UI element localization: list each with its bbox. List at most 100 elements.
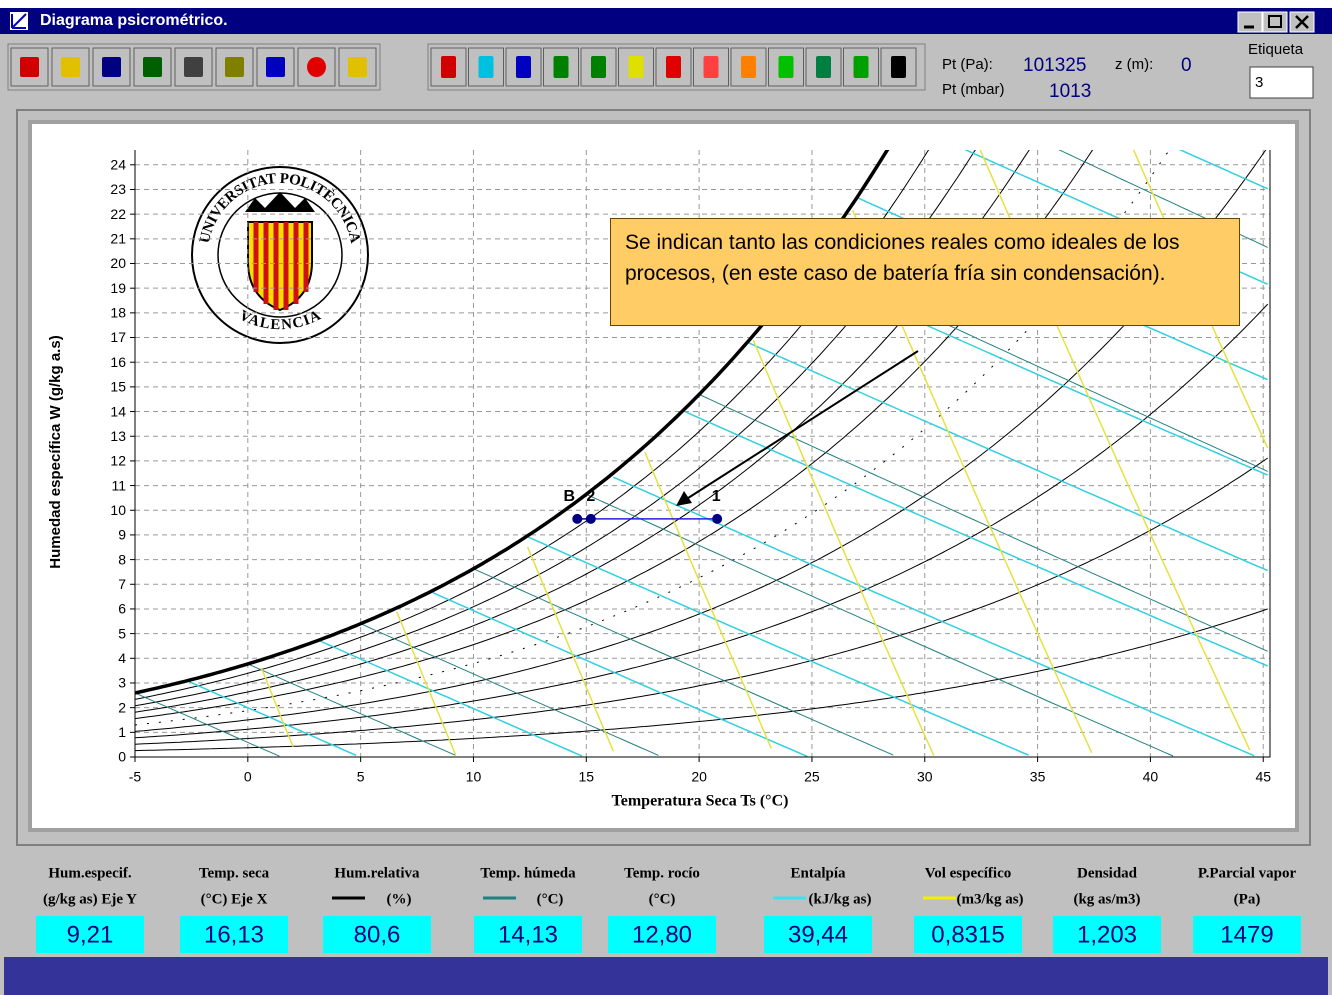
pt-mbar-label: Pt (mbar) — [942, 81, 1005, 98]
etiqueta-input[interactable] — [1249, 66, 1314, 99]
readout-unit: (kJ/kg as) — [809, 891, 872, 907]
readout-value: 12,80 — [632, 921, 692, 948]
enthalpy-line — [748, 342, 1269, 572]
x-axis-label: Temperatura Seca Ts (°C) — [612, 793, 789, 810]
rh-curve — [135, 150, 976, 707]
readout-name: Entalpía — [790, 865, 846, 881]
toolbar-icon — [703, 56, 719, 78]
y-tick-label: 15 — [110, 379, 126, 395]
volume-line — [396, 611, 457, 755]
toolbar-icon — [666, 56, 681, 78]
volume-line — [752, 339, 935, 756]
readout-unit: (g/kg as) Eje Y — [43, 891, 137, 907]
y-tick-label: 19 — [110, 280, 126, 296]
volume-line — [979, 150, 1251, 751]
wet-bulb-line — [586, 493, 1174, 757]
annotation-arrow — [684, 350, 919, 501]
readout-unit: (Pa) — [1234, 891, 1261, 907]
wet-bulb-line — [698, 394, 1268, 652]
readout-value: 0,8315 — [931, 921, 1004, 948]
volume-line — [1132, 150, 1269, 449]
x-tick-label: 20 — [691, 769, 707, 785]
y-tick-label: 10 — [110, 502, 126, 518]
readout-value: 9,21 — [67, 921, 114, 948]
toolbar-icon — [853, 56, 869, 78]
readout-unit: (%) — [387, 891, 412, 907]
readout-name: Temp. seca — [199, 865, 270, 881]
y-tick-label: 1 — [118, 724, 126, 740]
readout-name: P.Parcial vapor — [1198, 865, 1297, 881]
readout-box — [1053, 916, 1161, 953]
readout-name: Hum.especif. — [48, 865, 132, 881]
readout-unit: (°C) — [537, 891, 564, 907]
readout-value: 39,44 — [788, 921, 848, 948]
y-tick-label: 18 — [110, 305, 126, 321]
readout-value: 1,203 — [1077, 921, 1137, 948]
y-axis-label: Humedad específica W (g/kg a.s) — [47, 335, 64, 568]
readout-box — [1193, 916, 1301, 953]
toolbar-icon — [553, 56, 569, 78]
y-tick-label: 17 — [110, 329, 126, 345]
y-tick-label: 21 — [110, 231, 126, 247]
point-label: 2 — [586, 488, 595, 505]
x-tick-label: 5 — [357, 769, 365, 785]
y-tick-label: 16 — [110, 354, 126, 370]
toolbar-icon — [61, 57, 80, 77]
toolbar-button[interactable] — [10, 47, 49, 87]
readout-box — [608, 916, 716, 953]
x-tick-label: 15 — [579, 769, 595, 785]
toolbar-icon — [143, 57, 162, 77]
status-band — [4, 957, 1328, 995]
wet-bulb-line — [473, 568, 894, 756]
readout-unit: (m3/kg as) — [956, 891, 1023, 907]
y-tick-label: 12 — [110, 453, 126, 469]
readout-name: Temp. húmeda — [480, 865, 576, 881]
toolbar-icon — [778, 56, 794, 78]
y-tick-label: 0 — [118, 749, 126, 765]
process-point — [572, 513, 583, 524]
y-tick-label: 11 — [111, 477, 126, 493]
annotation-arrowhead — [676, 491, 692, 506]
readout-unit: (kg as/m3) — [1073, 891, 1140, 907]
window-title: Diagrama psicrométrico. — [40, 12, 228, 29]
annotation: Se indican tanto las condiciones reales … — [610, 218, 1240, 326]
readout-unit: (°C) — [649, 891, 676, 907]
rh-curve — [135, 150, 1094, 720]
logo: UNIVERSITAT POLITÈCNICA VALENCIA — [191, 166, 369, 344]
toolbar-2 — [427, 43, 926, 91]
readout-name: Hum.relativa — [334, 865, 420, 881]
y-tick-label: 8 — [118, 551, 126, 567]
rh-curve — [135, 303, 1269, 739]
toolbar-icon — [628, 56, 644, 78]
point-label: B — [563, 488, 575, 505]
toolbar-icon — [307, 57, 326, 77]
readout-box — [36, 916, 144, 953]
toolbar-button[interactable] — [92, 47, 131, 87]
y-tick-label: 22 — [110, 206, 126, 222]
readout-box — [323, 916, 431, 953]
x-tick-label: 10 — [466, 769, 482, 785]
toolbar-button[interactable] — [468, 47, 504, 87]
saturation-curve — [135, 150, 890, 695]
enthalpy-line — [432, 592, 808, 757]
toolbar-icon — [348, 57, 367, 77]
point-label: 1 — [712, 488, 721, 505]
y-tick-label: 24 — [110, 157, 126, 173]
y-tick-label: 6 — [118, 601, 126, 617]
toolbar-button[interactable] — [693, 47, 729, 87]
y-tick-label: 2 — [118, 699, 126, 715]
enthalpy-line — [319, 640, 583, 757]
y-tick-label: 5 — [118, 625, 126, 641]
y-tick-label: 7 — [118, 576, 126, 592]
readout-value: 14,13 — [498, 921, 558, 948]
enthalpy-line — [1178, 150, 1269, 190]
rh-curve — [135, 457, 1268, 745]
readout-value: 1479 — [1220, 921, 1273, 948]
x-tick-label: 30 — [917, 769, 933, 785]
toolbar-icon — [741, 56, 756, 78]
wet-bulb-line — [135, 692, 280, 757]
readout-value: 80,6 — [354, 921, 401, 948]
window-controls[interactable] — [1237, 11, 1315, 33]
